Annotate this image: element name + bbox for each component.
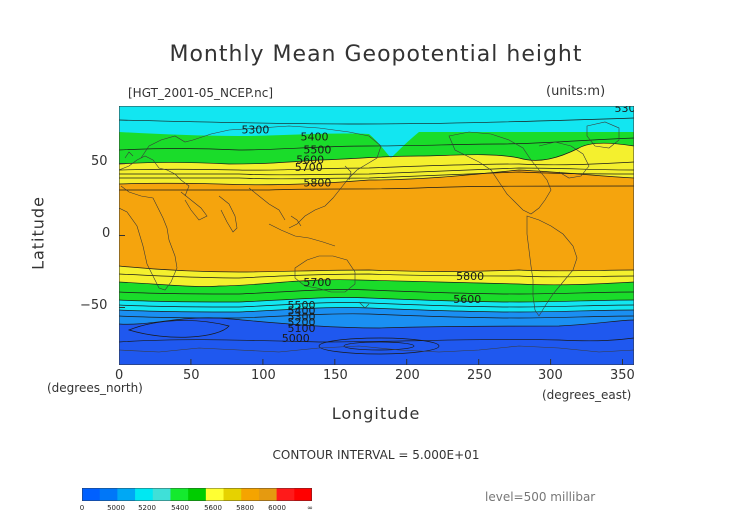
contour-label: 5600 xyxy=(296,154,324,167)
x-tick-label: 250 xyxy=(467,368,492,383)
colorbar-tick-label: 5800 xyxy=(236,504,254,512)
y-axis-unit: (degrees_north) xyxy=(47,381,143,395)
colorbar-tick-label: 5200 xyxy=(138,504,156,512)
colorbar-tick-label: 6000 xyxy=(268,504,286,512)
map-plot: 5300530054005500560057005800580057005600… xyxy=(119,106,634,365)
coastlines xyxy=(119,121,634,353)
chart-title: Monthly Mean Geopotential height xyxy=(169,42,583,67)
y-tick-label: 0 xyxy=(102,226,111,241)
colorbar-bin xyxy=(223,488,242,501)
contour-label: 5800 xyxy=(303,177,331,190)
file-label: [HGT_2001-05_NCEP.nc] xyxy=(128,86,274,100)
colorbar-bin xyxy=(276,488,295,501)
contour-label: 5300 xyxy=(615,106,634,115)
contour-label: 5500 xyxy=(288,299,316,312)
colorbar-tick-label: ∞ xyxy=(307,504,313,512)
level-label: level=500 millibar xyxy=(485,490,596,504)
colorbar-tick-label: 5400 xyxy=(171,504,189,512)
colorbar-bin xyxy=(241,488,260,501)
contour-labels: 5300530054005500560057005800580057005600… xyxy=(241,106,634,345)
contour-label: 5300 xyxy=(288,310,316,323)
colorbar xyxy=(82,488,312,501)
colorbar-bin xyxy=(117,488,136,501)
colorbar-bin xyxy=(188,488,207,501)
colorbar-tick-label: 5000 xyxy=(107,504,125,512)
colorbar-tick-label: 0 xyxy=(79,504,85,512)
contour-label: 5200 xyxy=(288,316,316,329)
x-tick-label: 0 xyxy=(115,368,124,383)
units-label: (units:m) xyxy=(546,84,606,99)
x-axis-unit: (degrees_east) xyxy=(542,388,632,402)
contour-label: 5000 xyxy=(282,332,310,345)
colorbar-bin xyxy=(82,488,101,501)
contour-label: 5700 xyxy=(303,276,331,289)
colorbar-bin xyxy=(170,488,189,501)
colorbar-bin xyxy=(152,488,171,501)
x-tick-label: 100 xyxy=(251,368,276,383)
x-tick-label: 350 xyxy=(610,368,635,383)
x-tick-label: 150 xyxy=(323,368,348,383)
x-tick-label: 50 xyxy=(183,368,200,383)
contour-label: 5100 xyxy=(288,322,316,335)
contour-lines xyxy=(119,117,634,355)
colorbar-tick-label: 5600 xyxy=(204,504,222,512)
colorbar-bin xyxy=(205,488,225,501)
y-axis-label: Latitude xyxy=(28,196,48,270)
contour-label: 5400 xyxy=(301,131,329,144)
y-tick-label: 50 xyxy=(91,154,108,169)
axis-ticks xyxy=(119,163,623,365)
contour-label: 5800 xyxy=(456,270,484,283)
contour-label: 5700 xyxy=(295,161,323,174)
contour-label: 5500 xyxy=(303,143,331,156)
colorbar-bin xyxy=(135,488,154,501)
colorbar-bin xyxy=(99,488,118,501)
x-axis-label: Longitude xyxy=(331,404,421,423)
x-tick-label: 300 xyxy=(538,368,563,383)
contour-label: 5600 xyxy=(453,293,481,306)
contour-label: 5400 xyxy=(288,305,316,318)
band-5200-5400-north xyxy=(119,106,634,158)
contour-interval: CONTOUR INTERVAL = 5.000E+01 xyxy=(272,448,480,462)
contour-label: 5300 xyxy=(241,123,269,136)
y-tick-label: −50 xyxy=(80,298,108,313)
colorbar-bin xyxy=(294,488,312,501)
colorbar-bin xyxy=(258,488,278,501)
x-tick-label: 200 xyxy=(395,368,420,383)
